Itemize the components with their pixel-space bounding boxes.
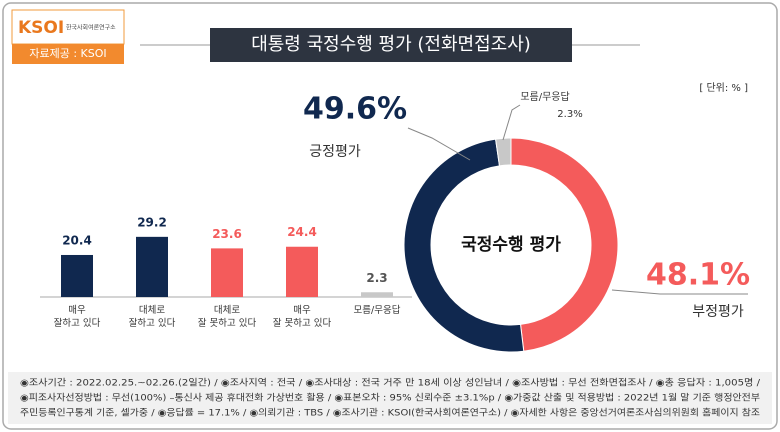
source-badge [12, 44, 124, 64]
value-label: 20.4 [62, 233, 92, 247]
category-label: 모름/무응답 [520, 91, 569, 103]
title-box [210, 28, 572, 62]
bar [211, 248, 243, 297]
footer-note: ◉조사기간 : 2022.02.25.~02.26.(2일간) / ◉조사지역 … [20, 377, 761, 389]
donut-segment [510, 137, 619, 352]
donut-segment [403, 138, 525, 353]
logo-box [11, 9, 125, 45]
bar [286, 246, 318, 297]
value-label: 23.6 [212, 227, 242, 241]
source: 자료제공 : KSOI [29, 47, 106, 60]
value-label: 48.1% [646, 258, 750, 293]
footer-note: ◉피조사자선정방법 : 무선(100%) –통신사 제공 휴대전화 가상번호 활… [20, 392, 760, 404]
logo: KSOI [18, 18, 64, 38]
unit: [ 단위: % ] [699, 81, 748, 94]
category-label: 긍정평가 [309, 144, 361, 160]
value-label: 24.4 [287, 225, 317, 239]
footer-note: 주민등록인구통계 기준, 셀가중 / ◉응답률 = 17.1% / ◉의뢰기관 … [20, 407, 760, 419]
value-label: 2.3% [557, 109, 582, 120]
footer-box [8, 372, 772, 424]
x-tick-label: 매우 잘하고 있다 [53, 305, 101, 329]
x-tick-label: 대체로 잘하고 있다 [128, 305, 176, 329]
donut-segment [495, 137, 512, 167]
category-label: 부정평가 [692, 304, 744, 320]
x-tick-label: 대체로 잘 못하고 있다 [197, 305, 257, 329]
donut-center-label: 국정수행 평가 [461, 235, 561, 255]
value-label: 29.2 [137, 215, 167, 229]
x-tick-label: 매우 잘 못하고 있다 [272, 305, 332, 329]
value-label: 2.3 [366, 271, 387, 285]
bar [361, 292, 393, 297]
leader-line [611, 289, 748, 295]
x-tick-label: 모름/무응답 [353, 305, 401, 316]
value-label: 49.6% [303, 92, 407, 127]
bar [136, 236, 168, 297]
leader-line [502, 104, 521, 141]
bar [61, 254, 93, 297]
leader-line [407, 127, 471, 161]
title: 대통령 국정수행 평가 (전화면접조사) [251, 34, 531, 55]
logo-sub: 한국사회여론연구소 [66, 24, 116, 32]
